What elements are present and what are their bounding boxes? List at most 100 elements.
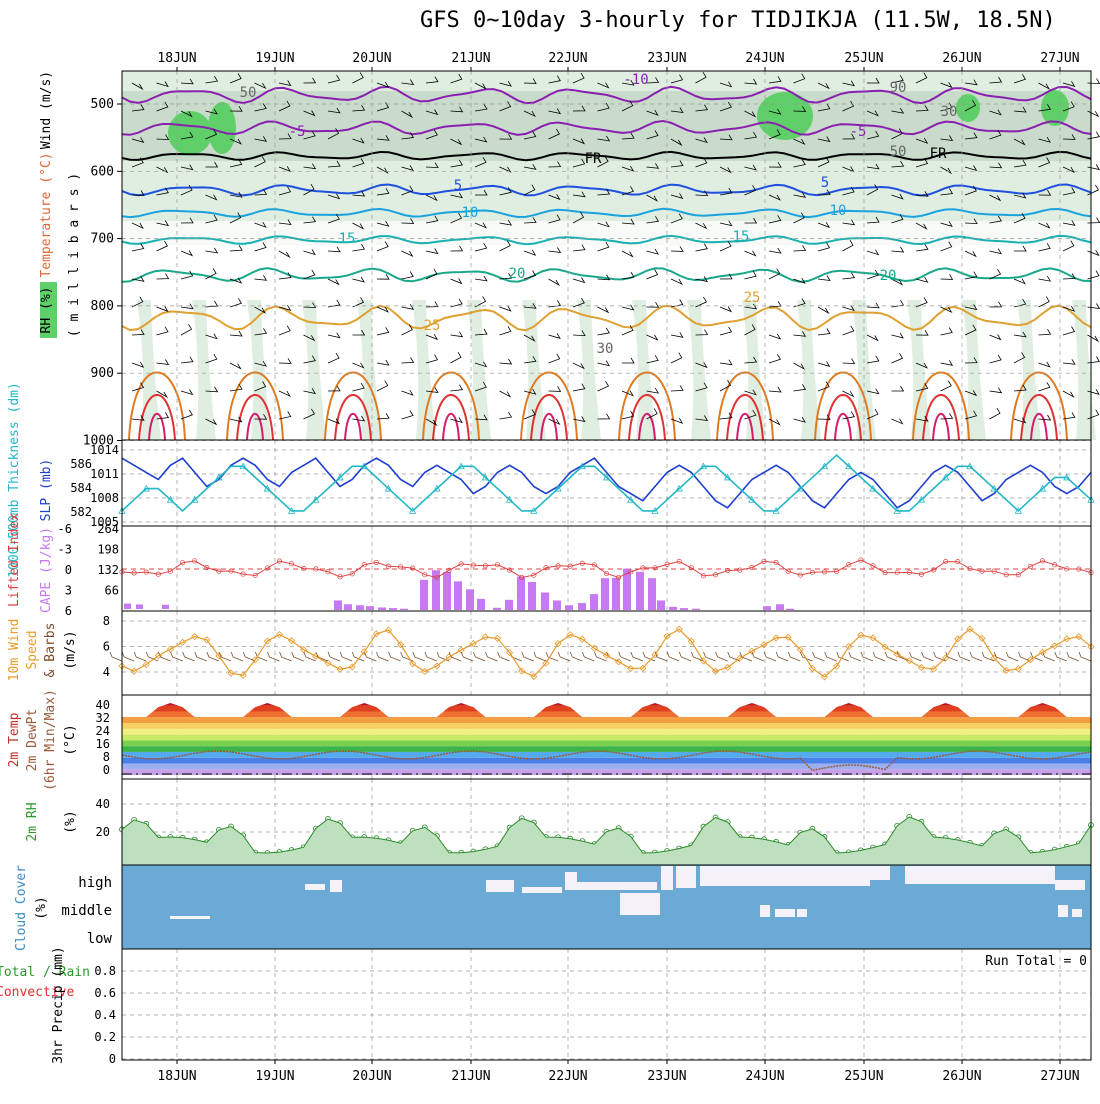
cloud-gap [330, 880, 342, 892]
temp-contour-35-loop [922, 394, 960, 441]
wind-barb [401, 410, 414, 420]
wind-barb [475, 189, 488, 196]
wind-barb [940, 102, 953, 112]
lifted-index-marker [1027, 563, 1033, 569]
lifted-tick-label: 6 [65, 604, 72, 618]
lifted-tick-label: -6 [58, 522, 72, 536]
wind-barb [205, 333, 218, 340]
wind-barb [817, 414, 831, 420]
wind-barb [744, 389, 757, 396]
cape-bar [612, 577, 620, 610]
temp-tick-label: 8 [103, 750, 110, 764]
contour-label: 10 [830, 203, 847, 219]
ylabel-6hr-minmax: (6hr Min/Max) [43, 689, 58, 791]
wind-barb [254, 189, 268, 196]
cape-bar [493, 607, 501, 610]
wind-barb [548, 247, 562, 253]
wind-barb [278, 219, 292, 225]
ylabel-wind: Wind (m/s) [39, 71, 54, 149]
wind-barb [915, 362, 928, 369]
wind-barb [940, 241, 953, 252]
wind-barb [842, 186, 855, 196]
wind-barb [1013, 278, 1026, 285]
wind-barb [352, 222, 365, 230]
wind-barb [303, 216, 317, 224]
wind-barb [548, 333, 561, 339]
wind-barb [670, 417, 684, 424]
thickness-series-marker [142, 484, 150, 492]
thickness-series-marker [651, 507, 659, 514]
cloud-gap [700, 866, 870, 886]
wind-barb [670, 278, 683, 286]
wind-barb [1038, 157, 1051, 168]
cape-bar [763, 606, 771, 610]
cape-bar [553, 600, 561, 610]
temp-contour-30-loop [324, 371, 382, 441]
wind-barb [719, 220, 733, 227]
wind-barb [1013, 106, 1027, 113]
wind-barb [572, 105, 586, 112]
temp-color-band [122, 740, 1091, 747]
wind-barb [817, 242, 831, 252]
wind-barb [523, 356, 537, 364]
lifted-index-marker [167, 568, 174, 574]
surface-wind-barb [436, 651, 450, 662]
wind-barb [327, 213, 340, 224]
rh-high-blob [1041, 90, 1069, 126]
wind-barb [597, 156, 609, 168]
cape-bar [136, 604, 143, 609]
wind-barb [940, 380, 952, 392]
wind-barb [156, 306, 169, 313]
wind-barb [695, 157, 708, 168]
contour-label: FR [585, 151, 602, 167]
wind-barb [891, 299, 905, 308]
wind-barb [523, 409, 536, 420]
wind-barb [254, 103, 267, 112]
slp-tick-label: 1011 [90, 467, 119, 481]
cape-bar [334, 600, 342, 610]
wind-barb [205, 386, 219, 393]
wind-barb [597, 360, 611, 367]
wind-barb [817, 275, 831, 281]
thickness-series-marker [602, 473, 611, 481]
wind-barb [817, 361, 831, 367]
surface-wind-barb [921, 651, 934, 662]
wind-speed-marker [130, 667, 138, 675]
wind-barb [401, 165, 414, 171]
wind-speed-marker [602, 651, 611, 659]
panel-frame [121, 439, 1092, 527]
temp-contour-20 [121, 267, 1092, 283]
temp-contour-40-loop [540, 412, 558, 441]
wind-barb [891, 193, 904, 200]
surface-wind-barb [497, 651, 510, 662]
wind-barb [597, 327, 610, 336]
temp-contour-30-loop [618, 371, 676, 441]
wind-speed-marker [118, 662, 126, 670]
temp-contour-30-loop [814, 371, 872, 441]
wind-barb [352, 297, 365, 308]
wind-barb [376, 273, 390, 280]
ylabel-millibars: ( m i l l i b a r s ) [67, 173, 82, 337]
cloud-gap [620, 893, 660, 915]
wind-barb [989, 215, 1002, 224]
wind-barb [180, 323, 193, 336]
wind-barb [891, 128, 903, 140]
wind-barb [205, 247, 219, 254]
wind-barb [352, 190, 366, 197]
wind-barb [499, 358, 513, 365]
wind-barb [548, 128, 560, 140]
wind-barb [205, 300, 219, 308]
surface-wind-barb [836, 651, 849, 662]
wind-barb [254, 136, 268, 142]
wind-barb [695, 382, 708, 392]
wind-barb [131, 137, 145, 143]
wind-barb [1013, 74, 1027, 84]
cape-tick-label: 66 [105, 584, 119, 598]
lifted-index-marker [785, 568, 791, 574]
surface-wind-barb [230, 651, 244, 662]
wind-barb [940, 82, 953, 89]
precip-tick-label: 0.4 [94, 1008, 116, 1022]
wind-barb [793, 212, 805, 224]
wind-barb [842, 100, 855, 112]
thickness-series-marker [530, 507, 538, 514]
